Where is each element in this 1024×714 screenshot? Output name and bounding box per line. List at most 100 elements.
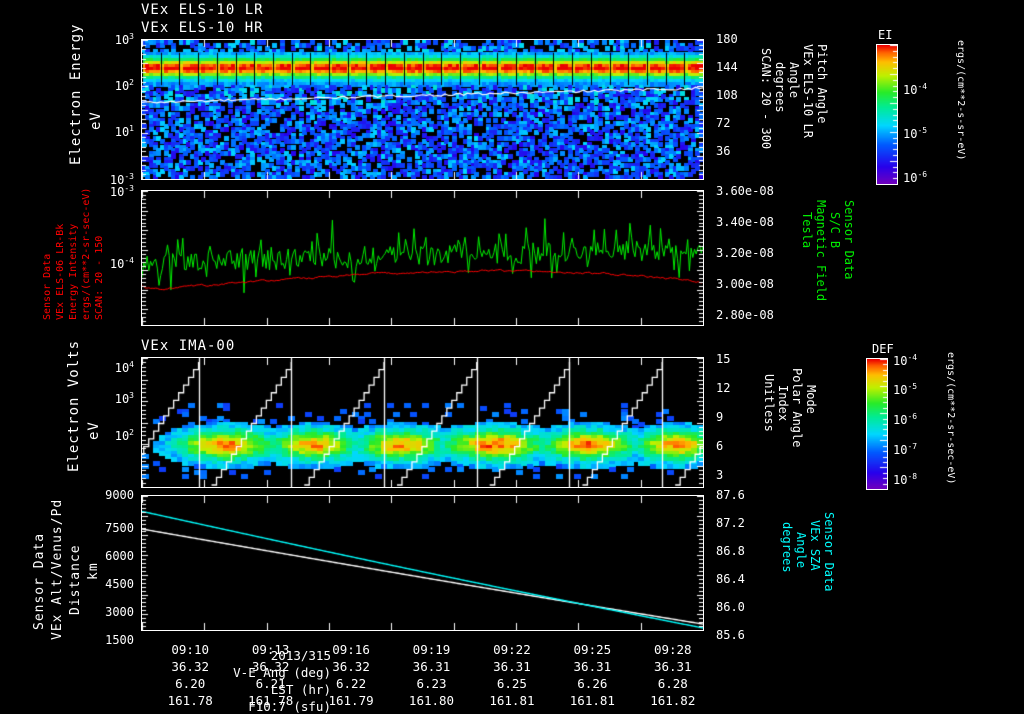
- panel4-ylabel-line2: VEx Alt/Venus/Pd: [50, 498, 65, 640]
- bottom-cell-r0-c4: 09:22: [493, 642, 531, 657]
- bottom-cell-r2-c2: 6.22: [336, 676, 367, 691]
- panel1-y2tick-108: 108: [716, 88, 738, 102]
- panel2-y2tick-3: 3.20e-08: [716, 246, 774, 260]
- panel1-spectrogram-canvas: [142, 40, 703, 179]
- panel3-y2tick-9: 9: [716, 410, 724, 424]
- bottom-cell-r0-c2: 09:16: [332, 642, 370, 657]
- panel1-y2label-line2: VEx ELS-10 LR: [801, 44, 815, 138]
- panel2-line-canvas: [142, 191, 703, 325]
- panel2-ylabel-line4: ergs/(cm**2-sr-sec-eV): [81, 187, 92, 320]
- colorbar1-tick-1: 10-4: [903, 82, 928, 97]
- panel3-y2tick-6: 6: [716, 439, 724, 453]
- bottom-cell-r1-c6: 36.31: [653, 659, 692, 674]
- bottom-cell-r1-c2: 36.32: [332, 659, 370, 674]
- panel2-y2tick-1: 3.60e-08: [716, 184, 774, 198]
- panel4-plot-area: [141, 495, 704, 631]
- panel2-y2tick-5: 2.80e-08: [716, 308, 774, 322]
- panel1-y2tick-180: 180: [716, 32, 738, 46]
- colorbar2-canvas: [867, 359, 887, 489]
- panel3-y2label-line1: Mode: [804, 385, 818, 414]
- bottom-cell-r2-c6: 6.28: [657, 676, 688, 691]
- bottom-cell-r1-c1: 36.32: [251, 659, 290, 674]
- panel2-y2label-line4: Tesla: [800, 212, 814, 249]
- panel2-y2label-line3: Magnetic Field: [814, 200, 828, 302]
- colorbar2-units: ergs/(cm**2-sr-sec-eV): [945, 352, 956, 485]
- bottom-cell-r1-c0: 36.32: [171, 659, 210, 674]
- panel2-y2tick-4: 3.00e-08: [716, 277, 774, 291]
- panel3-plot-area: [141, 357, 704, 488]
- bottom-row-label-2: LST (hr): [270, 682, 331, 697]
- bottom-cell-r2-c5: 6.26: [577, 676, 608, 691]
- panel1-y2tick-36: 36: [716, 144, 731, 158]
- bottom-cell-r2-c3: 6.23: [416, 676, 447, 691]
- bottom-cell-r1-c5: 36.31: [573, 659, 612, 674]
- bottom-cell-r3-c2: 161.79: [328, 693, 374, 708]
- bottom-cell-r3-c6: 161.82: [650, 693, 696, 708]
- bottom-cell-r0-c0: 09:10: [171, 642, 210, 657]
- panel1-ytick-0: 10-3: [109, 172, 134, 187]
- bottom-row-label-0: 2013/315: [270, 648, 331, 663]
- bottom-cell-r3-c3: 161.80: [408, 693, 455, 708]
- bottom-cell-r2-c1: 6.21: [255, 676, 286, 691]
- panel4-y2tick-6: 85.6: [716, 628, 745, 642]
- colorbar2: [866, 358, 888, 490]
- panel2-ytick-1: 10-3: [109, 184, 134, 199]
- colorbar1-tick-3: 10-6: [903, 170, 928, 185]
- colorbar2-tick-1: 10-4: [893, 353, 918, 368]
- bottom-cell-r3-c5: 161.81: [569, 693, 615, 708]
- bottom-cell-r2-c0: 6.20: [175, 676, 206, 691]
- panel2-plot-area: [141, 190, 704, 326]
- panel4-y2tick-3: 86.8: [716, 544, 745, 558]
- panel3-ytick-3: 103: [114, 391, 134, 406]
- panel3-ytick-2: 102: [114, 428, 134, 443]
- panel4-ytick-9000: 9000: [105, 488, 134, 502]
- panel1-y2tick-72: 72: [716, 116, 731, 130]
- panel3-y2label-line2: Polar Angle: [790, 368, 804, 448]
- panel3-y2tick-3: 3: [716, 468, 724, 482]
- panel4-ytick-1500: 1500: [105, 633, 134, 647]
- panel1-ytick-2: 102: [114, 78, 134, 93]
- colorbar1: [876, 44, 898, 185]
- colorbar2-title: DEF: [872, 342, 894, 356]
- bottom-cell-r1-c3: 36.31: [412, 659, 451, 674]
- panel3-spectrogram-canvas: [142, 358, 703, 487]
- panel1-y2label-line5: SCAN: 20 - 300: [759, 48, 773, 150]
- panel4-ytick-7500: 7500: [105, 521, 134, 535]
- panel4-line-canvas: [142, 496, 703, 630]
- panel3-ytick-4: 104: [114, 360, 134, 375]
- panel4-ytick-3000: 3000: [105, 605, 134, 619]
- panel2-ytick-2: 10-4: [109, 256, 134, 271]
- panel1-plot-area: [141, 39, 704, 180]
- panel1-y2label-line1: Pitch Angle: [815, 44, 829, 124]
- panel1-y2tick-144: 144: [716, 60, 738, 74]
- panel4-y2label-line3: Angle: [794, 532, 808, 569]
- panel1-ytick-3: 103: [114, 32, 134, 47]
- panel3-y2label-line4: Unitless: [762, 374, 776, 432]
- bottom-cell-r2-c4: 6.25: [496, 676, 527, 691]
- panel4-ytick-4500: 4500: [105, 577, 134, 591]
- panel2-y2tick-2: 3.40e-08: [716, 215, 774, 229]
- panel4-y2label-line4: degrees: [780, 522, 794, 573]
- colorbar1-canvas: [877, 45, 897, 184]
- panel4-y2tick-2: 87.2: [716, 516, 745, 530]
- bottom-cell-r0-c3: 09:19: [412, 642, 451, 657]
- panel1-ylabel-line1: Electron Energy: [68, 23, 84, 165]
- panel3-y2label-line3: Index: [776, 385, 790, 422]
- colorbar1-units: ergs/(cm**2-s-sr-eV): [955, 40, 966, 161]
- panel3-y2tick-15: 15: [716, 352, 731, 366]
- bottom-cell-r3-c0: 161.78: [167, 693, 213, 708]
- panel3-title: VEx IMA-00: [141, 338, 236, 354]
- panel4-y2tick-1: 87.6: [716, 488, 745, 502]
- bottom-row-label-1: V-E Ang (deg): [233, 665, 331, 680]
- panel4-y2tick-4: 86.4: [716, 572, 745, 586]
- panel2-y2label-line1: Sensor Data: [842, 200, 856, 280]
- panel1-title-line1: VEx ELS-10 LR: [141, 2, 264, 18]
- panel4-y2tick-5: 86.0: [716, 600, 745, 614]
- panel1-ytick-1: 101: [114, 124, 134, 139]
- panel4-y2label-line1: Sensor Data: [822, 512, 836, 592]
- colorbar2-tick-3: 10-6: [893, 412, 918, 427]
- colorbar2-tick-2: 10-5: [893, 382, 918, 397]
- bottom-cell-r0-c1: 09:13: [251, 642, 290, 657]
- panel2-ylabel-line1: Sensor Data: [42, 253, 53, 320]
